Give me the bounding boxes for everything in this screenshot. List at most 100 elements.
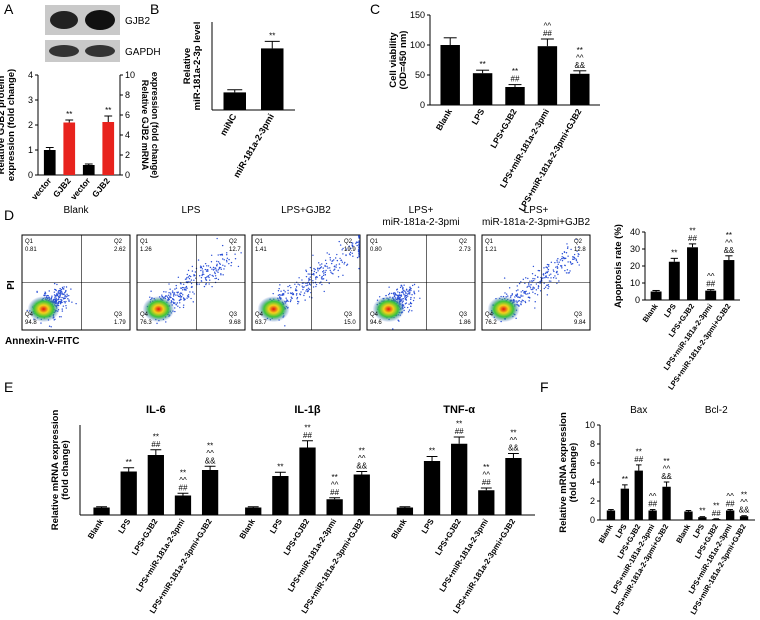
event-dot [285, 297, 287, 299]
event-dot [535, 289, 538, 291]
event-dot [578, 264, 580, 266]
y-tick-label: 100 [410, 40, 425, 50]
significance-label: ^^ [331, 480, 339, 489]
event-dot [48, 290, 50, 292]
event-dot [516, 285, 518, 287]
event-dot [358, 241, 360, 243]
quadrant-value: 15.0 [344, 320, 356, 326]
event-dot [62, 287, 64, 290]
event-dot [393, 293, 395, 296]
event-dot [341, 249, 343, 251]
event-dot [306, 290, 309, 293]
event-dot [282, 294, 285, 296]
event-dot [525, 290, 527, 292]
event-dot [290, 292, 293, 295]
quadrant-name: Q4 [485, 312, 494, 318]
event-dot [324, 271, 326, 274]
event-dot [281, 293, 284, 296]
event-dot [317, 268, 319, 270]
event-dot [561, 256, 563, 258]
x-tick-label: LPS+GJB2 [433, 517, 463, 557]
significance-label: ^^ [206, 449, 214, 458]
density-core [142, 296, 175, 323]
event-dot [218, 262, 221, 265]
event-dot [322, 267, 324, 269]
event-dot [221, 254, 224, 256]
significance-label: ## [151, 440, 160, 449]
event-dot [193, 293, 195, 295]
event-dot [552, 269, 555, 271]
significance-label: ** [577, 46, 583, 55]
event-dot [349, 251, 352, 254]
significance-label: ^^ [725, 238, 733, 247]
significance-label: ## [648, 500, 657, 509]
event-dot [542, 273, 544, 276]
event-dot [573, 258, 575, 261]
significance-label: ** [153, 432, 159, 441]
event-dot [398, 297, 400, 299]
event-dot [216, 263, 218, 265]
event-dot [172, 301, 174, 304]
event-dot [534, 292, 536, 295]
event-dot [326, 265, 328, 268]
event-dot [205, 282, 207, 285]
event-dot [215, 277, 218, 280]
blot-label: GAPDH [125, 47, 161, 58]
event-dot [206, 276, 208, 278]
event-dot [200, 277, 203, 279]
event-dot [409, 301, 412, 304]
event-dot [216, 270, 218, 272]
event-dot [333, 259, 335, 261]
plot-title: miR-181a-2-3pmi+GJB2 [482, 217, 591, 228]
significance-label: ## [179, 483, 188, 492]
event-dot [397, 296, 399, 298]
event-dot [569, 270, 571, 272]
y-tick-label: 1 [28, 145, 33, 155]
event-dot [558, 280, 560, 282]
event-dot [505, 293, 508, 295]
event-dot [191, 270, 194, 272]
bar [687, 247, 698, 300]
event-dot [208, 276, 210, 279]
event-dot [515, 294, 517, 296]
plot-title: LPS [182, 205, 201, 216]
event-dot [59, 303, 62, 305]
event-dot [165, 321, 167, 323]
bar [620, 488, 630, 520]
blot-band [85, 10, 115, 30]
significance-label: ** [622, 475, 628, 484]
significance-label: ** [741, 491, 747, 500]
x-tick-label: Blank [238, 517, 257, 541]
quadrant-name: Q1 [255, 239, 264, 245]
event-dot [537, 287, 539, 289]
event-dot [396, 294, 399, 297]
event-dot [178, 299, 181, 302]
bar [245, 507, 262, 515]
event-dot [200, 269, 202, 272]
x-tick-label: LPS [420, 517, 436, 536]
bar [174, 495, 192, 515]
group-title: Bcl-2 [705, 405, 728, 416]
event-dot [287, 300, 289, 303]
event-dot [179, 306, 181, 309]
event-dot [193, 275, 195, 277]
event-dot [331, 260, 333, 262]
event-dot [397, 291, 399, 293]
bar [684, 511, 693, 520]
significance-label: ** [510, 429, 516, 438]
event-dot [401, 298, 403, 300]
event-dot [167, 296, 169, 299]
y-tick-label: 0 [590, 515, 595, 525]
event-dot [334, 268, 336, 270]
event-dot [289, 284, 291, 287]
flow-plot: Q1 0.81 Q2 2.62 Q3 1.79 Q4 94.8 [21, 234, 131, 331]
x-axis-label: Annexin-V-FITC [5, 336, 79, 347]
event-dot [406, 295, 409, 297]
event-dot [183, 287, 185, 289]
event-dot [309, 284, 312, 286]
event-dot [178, 295, 181, 298]
bar [472, 73, 493, 105]
x-tick-label: miR-181a-2-3pmi [231, 112, 276, 179]
event-dot [316, 276, 318, 278]
event-dot [350, 241, 353, 244]
